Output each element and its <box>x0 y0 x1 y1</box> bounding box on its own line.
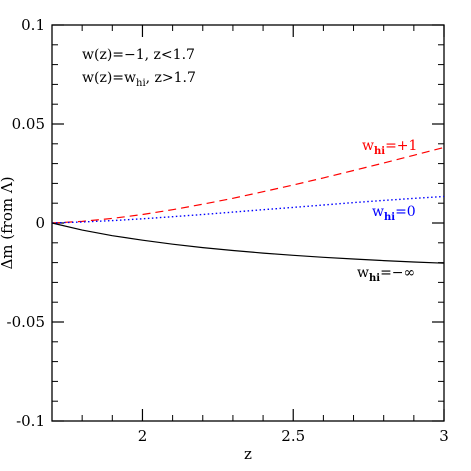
x-axis-label: z <box>244 445 252 463</box>
y-tick-label: 0.05 <box>12 115 45 133</box>
y-tick-label: 0 <box>35 214 45 232</box>
series-line <box>51 195 445 224</box>
x-tick-label: 2 <box>138 427 148 445</box>
y-tick-label: 0.1 <box>21 16 45 34</box>
annotation-line-2-sub: hi <box>136 78 146 89</box>
x-axis-ticks: 2 2.5 3 <box>81 25 449 445</box>
y-tick-label: -0.05 <box>7 313 45 331</box>
series-line <box>51 222 445 264</box>
annotation-line-2-suffix: , z>1.7 <box>146 70 196 86</box>
annotation-line-1: w(z)=−1, z<1.7 <box>82 47 195 63</box>
annotation-line-2: w(z)=whi, z>1.7 <box>82 70 196 89</box>
y-axis-ticks: -0.1 -0.05 0 0.05 0.1 <box>7 16 444 430</box>
series-labels: whi=+1 whi=0 whi=−∞ <box>357 138 417 284</box>
series-line <box>51 146 445 224</box>
series-label: whi=+1 <box>362 138 417 157</box>
series-label: whi=−∞ <box>357 265 415 284</box>
annotation-line-2-prefix: w(z)=w <box>82 70 136 86</box>
y-tick-label: -0.1 <box>16 412 45 430</box>
y-axis-label: Δm (from Λ) <box>0 176 16 269</box>
x-tick-label: 3 <box>439 427 449 445</box>
x-tick-label: 2.5 <box>281 427 305 445</box>
series-label: whi=0 <box>372 204 416 223</box>
series-layer <box>51 146 445 264</box>
